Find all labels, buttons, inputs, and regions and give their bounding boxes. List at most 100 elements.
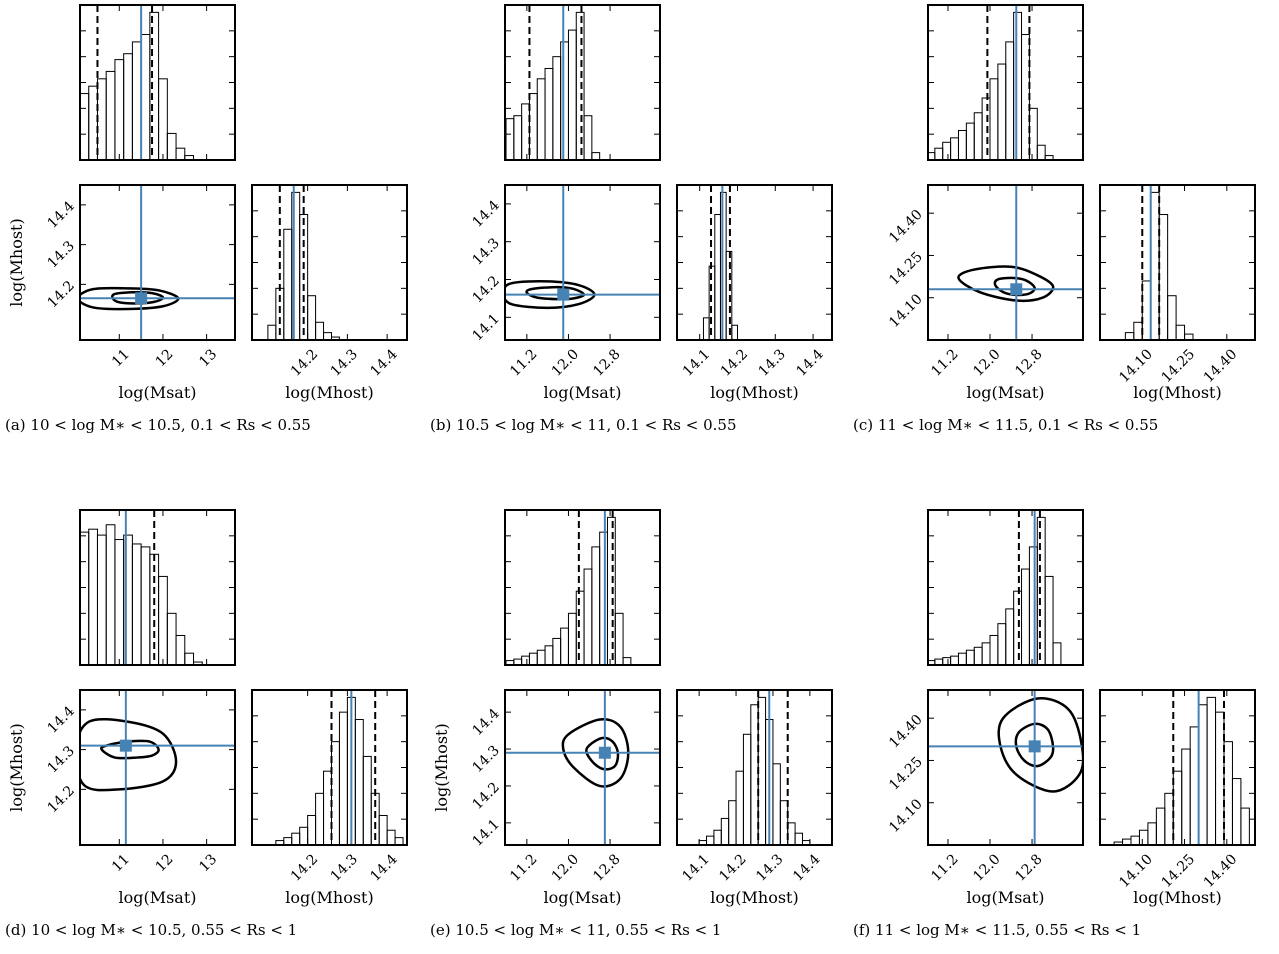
hist-bar: [166, 612, 177, 665]
caption: (f) 11 < log M∗ < 11.5, 0.55 < Rs < 1: [853, 921, 1141, 939]
hist-bar: [1005, 608, 1015, 665]
x-axis-label: log(Msat): [543, 383, 621, 402]
best-point: [135, 292, 148, 305]
hist-bar: [575, 11, 585, 160]
hist-bar: [599, 531, 608, 665]
best-point: [1010, 283, 1023, 296]
contour-panel: [505, 690, 660, 845]
axes-frame: [1099, 184, 1256, 341]
y-tick-label: 14.3: [44, 238, 77, 271]
hist-bar: [1028, 546, 1038, 665]
contour: [80, 717, 178, 792]
x-axis-label: log(Mhost): [285, 383, 373, 402]
y-tick-label: 14.1: [469, 311, 502, 344]
hist-bar: [140, 546, 151, 665]
axes-frame: [79, 184, 236, 341]
axes-frame: [927, 184, 1084, 341]
y-axis-label: log(Mhost): [7, 218, 26, 306]
hist-bar: [1175, 324, 1186, 340]
hist-bar: [394, 837, 404, 845]
hist-bar: [184, 652, 195, 665]
hist-bar: [567, 612, 577, 665]
hist-bar: [575, 590, 585, 665]
x-tick-label: 14.2: [718, 346, 751, 379]
sat-histogram: [80, 5, 195, 160]
axes-frame: [79, 509, 236, 666]
y-tick-label: 14.1: [469, 816, 502, 849]
hist-bar: [973, 112, 983, 160]
y-tick-label: 14.2: [44, 783, 77, 816]
hist-bar: [706, 835, 715, 845]
hist-bar: [1164, 792, 1174, 845]
axes-frame: [504, 4, 661, 161]
hist-bar: [528, 93, 538, 160]
hist-bar: [131, 543, 142, 665]
x-axis-label: log(Mhost): [710, 888, 798, 907]
axes-frame: [251, 184, 408, 341]
sat-histogram: [505, 510, 632, 665]
hist-bar: [1036, 516, 1046, 665]
caption: (c) 11 < log M∗ < 11.5, 0.1 < Rs < 0.55: [853, 416, 1158, 434]
x-axis-label: log(Mhost): [285, 888, 373, 907]
hist-bar: [105, 70, 116, 160]
contour: [957, 265, 1055, 303]
axes-frame: [504, 689, 661, 846]
x-tick-label: 14.4: [793, 346, 826, 379]
hist-bar: [123, 53, 133, 160]
hist-bar: [794, 832, 803, 845]
y-axis-label: log(Mhost): [7, 723, 26, 811]
axes-frame: [251, 689, 408, 846]
caption: (d) 10 < log M∗ < 10.5, 0.55 < Rs < 1: [5, 921, 297, 939]
hist-bar: [757, 696, 767, 845]
x-tick-label: 11.2: [928, 346, 961, 379]
y-tick-label: 14.3: [469, 743, 502, 776]
hist-bar: [536, 649, 546, 665]
hist-bar: [1150, 191, 1160, 340]
best-point: [598, 746, 611, 759]
x-tick-label: 14.3: [328, 851, 361, 884]
sat-histogram: [928, 510, 1062, 665]
x-tick-label: 14.3: [328, 346, 361, 379]
hist-bar: [80, 93, 90, 160]
hist-bar: [105, 524, 116, 665]
contour-panel: [928, 185, 1083, 340]
hist-bar: [1021, 568, 1030, 665]
hist-bar: [1231, 778, 1242, 845]
x-tick-label: 14.4: [367, 851, 400, 884]
hist-bar: [997, 623, 1007, 665]
host-histogram: [1113, 690, 1250, 845]
hist-bar: [1240, 807, 1250, 845]
x-axis-label: log(Msat): [966, 383, 1044, 402]
x-tick-label: 14.10: [1116, 346, 1156, 386]
hist-bar: [1206, 696, 1217, 845]
hist-bar: [606, 516, 616, 665]
y-tick-label: 14.4: [469, 197, 502, 230]
y-tick-label: 14.2: [469, 273, 502, 306]
best-point: [1028, 740, 1041, 753]
axes-frame: [504, 509, 661, 666]
x-tick-label: 12: [153, 851, 177, 875]
x-tick-label: 14.25: [1158, 346, 1198, 386]
hist-bar: [1005, 41, 1015, 160]
hist-bar: [614, 612, 624, 665]
hist-bar: [1028, 107, 1038, 160]
x-tick-label: 12: [153, 346, 177, 370]
contour: [993, 276, 1036, 297]
hist-bar: [567, 29, 577, 160]
hist-bar: [544, 67, 554, 160]
hist-bar: [1141, 280, 1152, 340]
hist-bar: [957, 129, 967, 160]
hist-bar: [1198, 704, 1208, 845]
x-tick-label: 11.2: [928, 851, 961, 884]
hist-bar: [1124, 332, 1135, 340]
contour: [80, 286, 180, 311]
hist-bar: [307, 295, 317, 340]
hist-bar: [315, 321, 325, 340]
hist-bar: [536, 78, 546, 160]
hist-bar: [386, 829, 396, 845]
hist-bar: [1167, 295, 1177, 340]
x-tick-label: 12.8: [1012, 851, 1045, 884]
hist-bar: [622, 657, 632, 665]
y-tick-label: 14.25: [886, 754, 926, 794]
hist-bar: [323, 770, 332, 845]
